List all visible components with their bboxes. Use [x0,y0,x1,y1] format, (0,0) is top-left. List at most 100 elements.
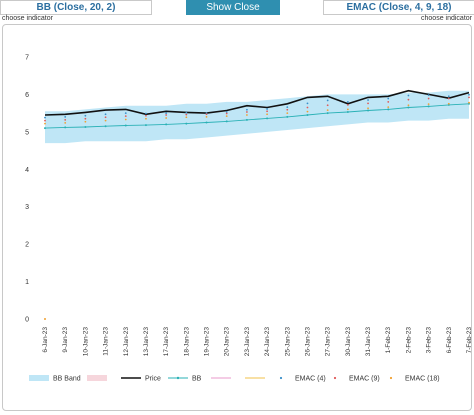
emac-9-point [326,104,329,107]
y-tick-label: 0 [25,317,29,324]
emac-9-point [266,110,268,113]
emac-18-point [387,106,390,109]
x-tick-label: 23-Jan-23 [244,327,251,357]
emac-indicator-button[interactable]: EMAC (Close, 4, 9, 18) [323,0,474,15]
emac-9-point [286,108,289,111]
emac-4-point [286,106,289,109]
chart-frame: 0 1 2 3 4 5 6 7 6-Jan-23 9-Jan-23 10-Jan-23 11-Jan-… [2,24,473,411]
emac-4-point [44,116,46,119]
emac-18-point [286,112,289,115]
bb-indicator-button[interactable]: BB (Close, 20, 2) [0,0,152,15]
legend-swatch-bb-band [29,375,49,381]
emac-4-point [246,108,248,111]
x-tick-label: 6-Feb-23 [446,327,453,354]
x-tick-label: 31-Jan-23 [365,327,372,357]
emac-18-point [84,120,87,123]
x-tick-label: 2-Feb-23 [405,327,412,354]
bb-point [44,127,46,130]
show-close-button[interactable]: Show Close [186,0,280,15]
bb-point [367,109,370,112]
emac-18-point [468,101,470,104]
emac-9-point [185,113,188,116]
emac-4-point [145,112,147,115]
legend-label: EMAC (9) [349,376,380,383]
y-tick-label: 3 [25,204,29,211]
emac-4-point [346,101,349,103]
extra-point [44,318,46,320]
x-tick-label: 11-Jan-23 [103,327,110,356]
bb-band-area [45,90,469,144]
y-tick-label: 1 [25,279,29,286]
emac-9-point [246,111,248,113]
choose-indicator-hint-left: choose indicator [2,15,53,22]
emac-4-point [225,111,228,113]
emac-4-point [367,99,369,101]
x-tick-label: 12-Jan-23 [123,327,130,357]
emac-9-point [346,104,349,106]
bb-point [286,115,289,118]
emac-9-point [468,96,470,99]
emac-4-point [468,93,470,96]
emac-9-point [225,112,228,115]
bb-point [306,114,309,117]
emac-18-point [306,110,309,113]
emac-18-point [124,118,127,121]
bb-point [205,121,208,124]
emac-4-point [165,112,168,115]
bb-point [185,122,188,125]
emac-4-point [64,115,67,118]
emac-18-point [246,114,248,116]
y-tick-label: 4 [25,167,29,174]
bb-point [104,125,107,128]
emac-18-point [145,117,147,120]
bb-point [387,108,390,111]
x-tick-label: 19-Jan-23 [204,327,211,357]
emac-4-point [266,108,268,110]
legend-swatch-emac-4 [279,376,283,380]
y-tick-label: 7 [25,55,29,62]
emac-18-point [346,108,349,111]
y-tick-label: 2 [25,242,29,249]
bb-point [225,120,228,123]
emac-18-point [205,115,208,118]
x-tick-label: 27-Jan-23 [325,327,332,357]
legend-label: BB Band [53,376,81,383]
emac-4-point [326,99,329,102]
price-line [44,89,470,116]
legend-label: BB [192,376,202,383]
bb-point [407,106,410,109]
x-tick-label: 26-Jan-23 [304,327,311,357]
x-tick-label: 25-Jan-23 [284,327,291,357]
x-tick-label: 30-Jan-23 [345,327,352,357]
x-tick-label: 24-Jan-23 [264,327,271,357]
emac-4-point [84,114,87,117]
legend-swatch-emac-18 [389,376,393,380]
bb-point [346,111,349,114]
bb-point [427,105,430,108]
legend-swatch-blank [87,375,107,381]
x-tick-label: 17-Jan-23 [163,327,170,357]
legend-label: EMAC (4) [295,376,326,383]
emac-18-point [326,109,329,112]
emac-18-point [427,103,430,106]
emac-4-point [185,111,188,114]
legend-label: EMAC (18) [405,376,440,383]
x-tick-label: 1-Feb-23 [385,327,392,354]
price-chart: 0 1 2 3 4 5 6 7 6-Jan-23 9-Jan-23 10-Jan-23 11-Jan-… [25,55,473,383]
emac-4-point [124,112,127,115]
emac-18-point [64,121,67,124]
bb-line [44,103,470,129]
y-tick-label: 5 [25,129,29,136]
bb-point [84,125,87,128]
x-tick-label: 20-Jan-23 [224,327,231,357]
x-tick-label: 9-Jan-23 [62,327,69,353]
legend-swatch-emac-9 [333,376,337,380]
emac-18-point [447,102,450,105]
emac-4-point [104,113,107,116]
emac-9-point [407,98,410,101]
emac-18-point [185,116,188,119]
x-tick-label: 7-Feb-23 [466,327,471,354]
emac-9-point [205,113,208,116]
emac-4-point [427,94,430,97]
x-tick-label: 18-Jan-23 [183,327,190,357]
